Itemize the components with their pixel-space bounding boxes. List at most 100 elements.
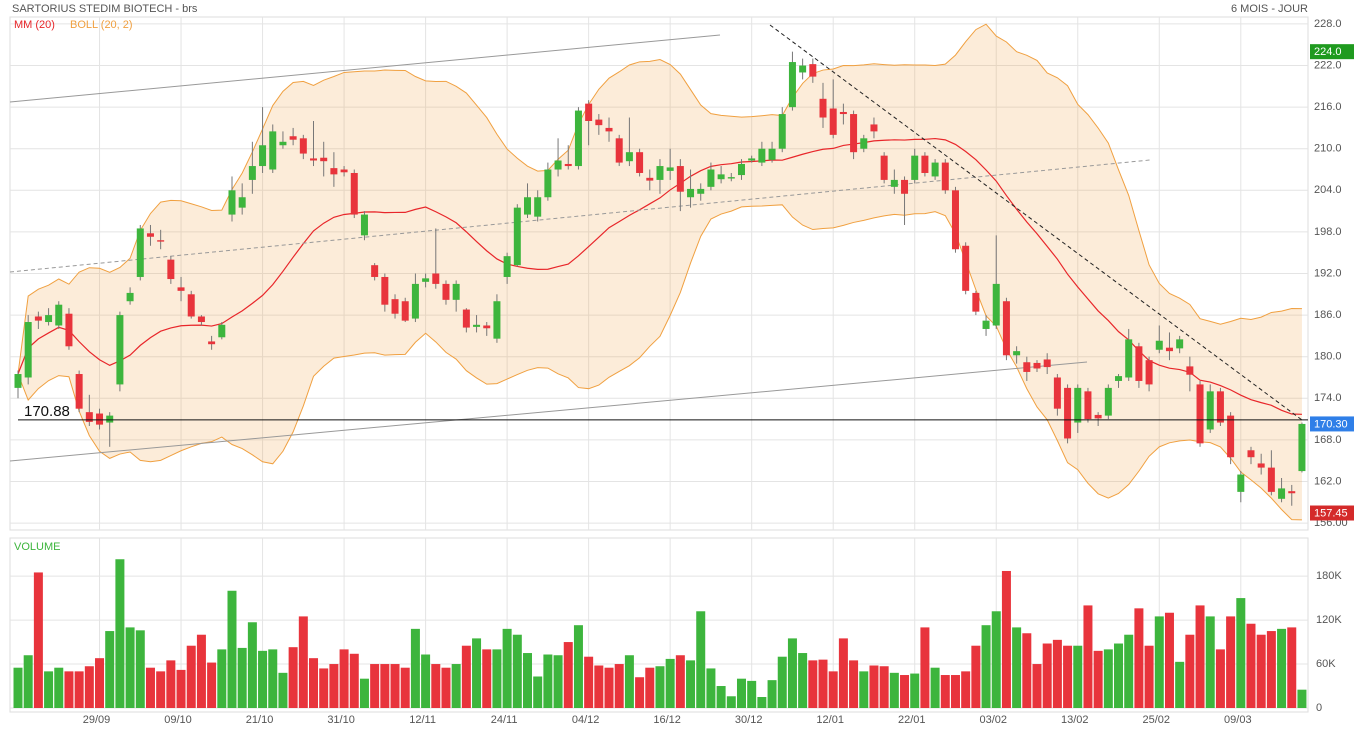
volume-bar xyxy=(1164,612,1174,708)
candle-body xyxy=(238,197,246,208)
volume-bar xyxy=(115,559,125,708)
volume-bar xyxy=(961,671,971,708)
candle-body xyxy=(432,273,440,284)
y-tick-label: 192.0 xyxy=(1314,267,1342,279)
y-tick-label: 228.0 xyxy=(1314,18,1342,30)
candle-body xyxy=(391,299,399,314)
volume-bar xyxy=(1012,627,1022,708)
volume-bar xyxy=(1175,661,1185,708)
candle-body xyxy=(921,155,929,173)
x-tick-label: 12/01 xyxy=(816,714,844,726)
price-tag-label: 224.0 xyxy=(1314,46,1342,58)
y-tick-label: 174.0 xyxy=(1314,392,1342,404)
volume-bar xyxy=(359,678,369,708)
volume-bar xyxy=(472,638,482,708)
volume-bar xyxy=(665,658,675,708)
price-tag xyxy=(1310,505,1354,521)
volume-bar xyxy=(298,616,308,708)
volume-bar xyxy=(573,625,583,708)
candle-body xyxy=(422,278,430,282)
candle-body xyxy=(687,188,695,198)
y-tick-label: 216.0 xyxy=(1314,101,1342,113)
volume-bar xyxy=(339,649,349,708)
candle-body xyxy=(1196,384,1204,444)
volume-bar xyxy=(808,660,818,708)
volume-bar xyxy=(1297,689,1307,708)
volume-bar xyxy=(278,672,288,708)
volume-bar xyxy=(716,686,726,708)
volume-bar xyxy=(1256,634,1266,708)
candle-body xyxy=(992,283,1000,326)
volume-bar xyxy=(726,696,736,708)
x-tick-label: 09/10 xyxy=(164,714,192,726)
volume-bar xyxy=(1134,608,1144,708)
volume-bar xyxy=(482,649,492,708)
candle-body xyxy=(126,292,134,302)
volume-bar xyxy=(736,678,746,708)
candle-body xyxy=(289,136,297,140)
candle-body xyxy=(524,197,531,215)
candle-body xyxy=(1165,347,1173,352)
volume-bar xyxy=(1103,649,1113,708)
volume-bar xyxy=(1114,643,1124,708)
volume-bar xyxy=(247,622,257,708)
candle-body xyxy=(473,324,481,327)
volume-bar xyxy=(176,669,186,708)
candle-body xyxy=(310,158,318,161)
candle-body xyxy=(666,167,674,171)
candle-body xyxy=(1155,340,1163,350)
candle-body xyxy=(146,233,154,237)
candle-body xyxy=(605,127,613,132)
volume-bar xyxy=(1215,649,1225,708)
trendline xyxy=(9,34,721,103)
candle-body xyxy=(1278,488,1286,499)
candle-body xyxy=(1257,463,1265,468)
price-tag-label: 157.45 xyxy=(1314,507,1348,519)
volume-bar xyxy=(196,634,206,708)
volume-bar xyxy=(849,660,859,708)
volume-bar xyxy=(1093,650,1103,708)
volume-bar xyxy=(920,627,930,708)
volume-bar xyxy=(400,667,410,708)
candle-body xyxy=(136,228,144,277)
candle-body xyxy=(248,166,256,180)
candle-body xyxy=(1115,376,1123,381)
candle-body xyxy=(1125,339,1133,378)
candle-body xyxy=(1288,491,1296,494)
volume-title: VOLUME xyxy=(14,541,60,553)
candle-body xyxy=(768,148,776,160)
candle-body xyxy=(1298,423,1306,472)
volume-bar xyxy=(655,666,665,708)
candle-body xyxy=(636,152,644,173)
x-tick-label: 16/12 xyxy=(653,714,681,726)
candle-body xyxy=(544,169,552,198)
volume-bar xyxy=(1154,616,1164,708)
candle-body xyxy=(737,163,745,176)
price-tag-label: 170.30 xyxy=(1314,418,1348,430)
volume-bar xyxy=(1073,645,1083,708)
volume-bar xyxy=(135,630,145,708)
candle-body xyxy=(788,62,796,108)
volume-bar xyxy=(798,653,808,708)
candle-body xyxy=(381,276,389,305)
candle-body xyxy=(462,309,470,328)
candle-body xyxy=(167,259,175,280)
volume-bar xyxy=(349,653,359,708)
volume-bar xyxy=(217,649,227,708)
volume-bar xyxy=(33,572,43,708)
candle-body xyxy=(860,138,868,149)
volume-bar xyxy=(1205,616,1215,708)
candle-body xyxy=(809,64,817,77)
candle-body xyxy=(962,245,970,291)
volume-bar xyxy=(879,666,889,708)
volume-bar xyxy=(1185,634,1195,708)
candle-body xyxy=(911,155,919,180)
volume-bar xyxy=(492,649,502,708)
volume-bar xyxy=(54,667,64,708)
volume-bar xyxy=(441,667,451,708)
volume-bar xyxy=(268,649,278,708)
y-tick-label: 210.0 xyxy=(1314,143,1342,155)
volume-bar xyxy=(523,653,532,708)
candle-body xyxy=(96,413,104,425)
